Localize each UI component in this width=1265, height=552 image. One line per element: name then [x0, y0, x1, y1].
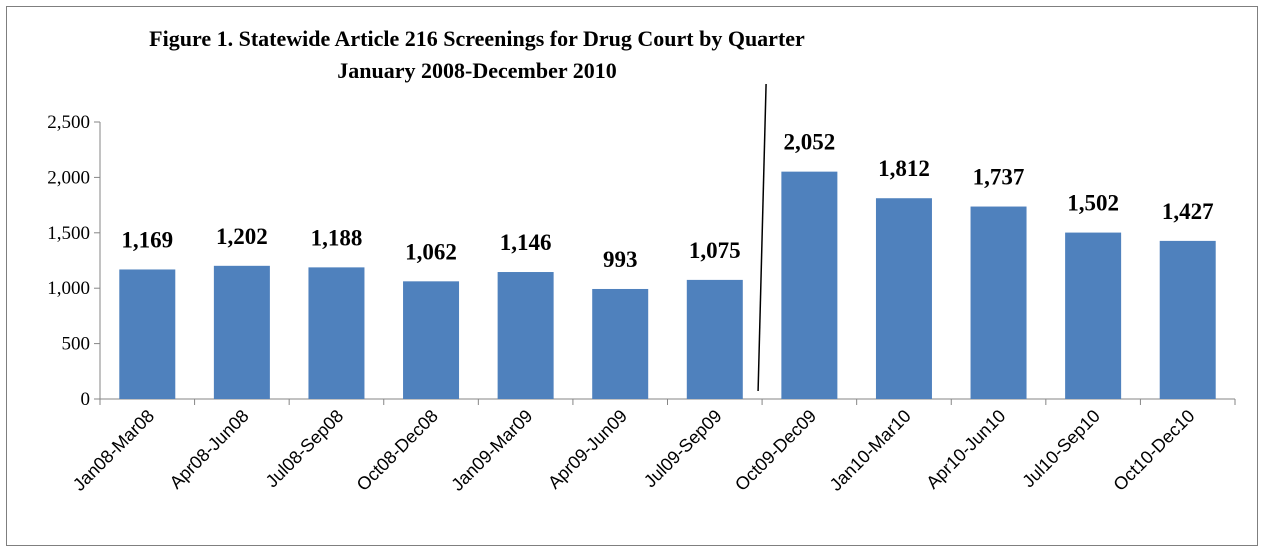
x-tick-label: Oct10-Dec10 [1109, 406, 1198, 495]
data-label: 1,202 [216, 224, 268, 249]
data-label: 1,169 [121, 227, 173, 252]
bar [592, 288, 649, 399]
bar [970, 206, 1027, 399]
x-tick-label: Apr09-Jun09 [544, 406, 631, 493]
data-label: 993 [603, 247, 638, 272]
y-axis: 0 500 1,000 1,500 2,000 2,500 [47, 112, 101, 410]
bar-chart: Figure 1. Statewide Article 216 Screenin… [47, 26, 1236, 495]
data-labels: 1,169 1,202 1,188 1,062 1,146 993 1,075 2,052 1,… [121, 130, 1213, 272]
y-tick-label: 0 [81, 389, 91, 410]
bar [497, 272, 554, 399]
bar [308, 267, 365, 399]
data-label: 1,502 [1067, 191, 1119, 216]
y-tick-label: 2,500 [47, 112, 90, 133]
data-label: 2,052 [784, 130, 836, 155]
x-tick-label: Apr10-Jun10 [922, 406, 1009, 493]
period-divider-line [757, 83, 767, 392]
x-tick-label: Jan10-Mar10 [826, 406, 915, 495]
chart-frame: Figure 1. Statewide Article 216 Screenin… [6, 6, 1258, 546]
bar [213, 265, 270, 399]
data-label: 1,075 [689, 238, 741, 263]
bar [403, 281, 460, 399]
bars [119, 171, 1216, 399]
x-tick-label: Oct08-Dec08 [353, 406, 442, 495]
bar [119, 269, 176, 399]
x-tick-label: Jan08-Mar08 [69, 406, 158, 495]
chart-subtitle: January 2008-December 2010 [337, 58, 616, 83]
x-tick-label: Jan09-Mar09 [447, 406, 536, 495]
data-label: 1,062 [405, 239, 457, 264]
data-label: 1,146 [500, 230, 552, 255]
data-label: 1,737 [973, 165, 1025, 190]
bar [1159, 240, 1216, 399]
y-tick-label: 500 [62, 334, 91, 355]
x-tick-label: Jul10-Sep10 [1018, 406, 1104, 492]
x-tick-label: Jul09-Sep09 [640, 406, 726, 492]
x-tick-label: Oct09-Dec09 [731, 406, 820, 495]
chart-title: Figure 1. Statewide Article 216 Screenin… [149, 26, 805, 51]
bar [1065, 232, 1122, 399]
x-tick-label: Apr08-Jun08 [166, 406, 253, 493]
data-label: 1,812 [878, 156, 930, 181]
bar [781, 171, 838, 399]
y-tick-label: 1,500 [47, 223, 90, 244]
x-axis: Jan08-Mar08 Apr08-Jun08 Jul08-Sep08 Oct08-D… [69, 398, 1236, 495]
y-tick-label: 1,000 [47, 278, 90, 299]
data-label: 1,427 [1162, 199, 1214, 224]
bar [875, 198, 932, 399]
x-tick-label: Jul08-Sep08 [262, 406, 348, 492]
y-tick-label: 2,000 [47, 167, 90, 188]
bar [686, 279, 743, 399]
data-label: 1,188 [311, 225, 363, 250]
